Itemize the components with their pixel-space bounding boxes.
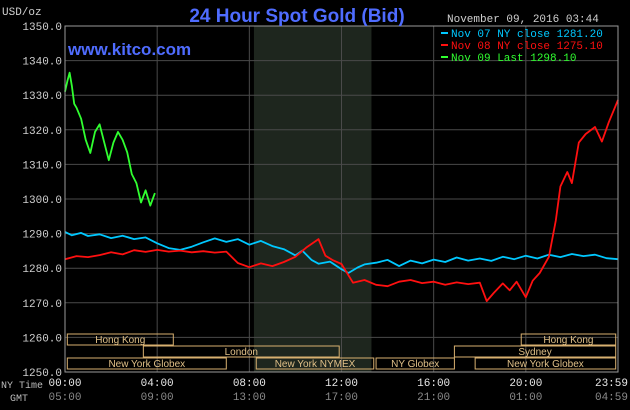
y-tick-label: 1250.0 — [22, 368, 62, 380]
x-axis-ticks: 00:00 05:00 04:00 09:00 08:00 13:00 12:00 17:00… — [48, 378, 628, 404]
series-line-0 — [64, 231, 619, 274]
plot-frame — [64, 25, 619, 373]
session-label: New York Globex — [507, 359, 584, 370]
y-tick-label: 1300.0 — [22, 195, 62, 207]
y-tick-label: 1270.0 — [22, 299, 62, 311]
x-tick-label-gmt: 21:00 — [417, 392, 450, 404]
session-label: Hong Kong — [95, 335, 145, 346]
x-tick-label-ny: 23:59 — [595, 378, 628, 390]
y-tick-label: 1280.0 — [22, 264, 62, 276]
y-axis-unit-label: USD/oz — [2, 7, 42, 19]
session-label: London — [225, 347, 258, 358]
session-label: NY Globex — [391, 359, 439, 370]
x-tick-label-ny: 08:00 — [233, 378, 266, 390]
session-box — [66, 333, 174, 346]
x-tick-label-gmt: 13:00 — [233, 392, 266, 404]
session-box — [520, 333, 617, 346]
y-tick-label: 1260.0 — [22, 333, 62, 345]
x-tick-label-gmt: 05:00 — [48, 392, 81, 404]
x-tick-label-gmt: 01:00 — [509, 392, 542, 404]
price-series — [64, 71, 619, 303]
x-tick-label-gmt: 04:59 — [595, 392, 628, 404]
legend-entry: Nov 07 NY close 1281.20 — [451, 29, 603, 41]
y-tick-label: 1330.0 — [22, 91, 62, 103]
y-tick-label: 1310.0 — [22, 160, 62, 172]
gmt-axis-label: GMT — [10, 394, 28, 405]
x-tick-label-gmt: 17:00 — [325, 392, 358, 404]
session-label: New York NYMEX — [275, 359, 356, 370]
x-tick-label-ny: 16:00 — [417, 378, 450, 390]
session-box — [474, 357, 617, 370]
session-label: Hong Kong — [543, 335, 593, 346]
x-tick-label-ny: 04:00 — [141, 378, 174, 390]
watermark-url: www.kitco.com — [67, 40, 191, 59]
y-axis-ticks: 1350.0 1340.0 1330.0 1320.0 1310.0 1300.0 1290… — [22, 22, 62, 380]
session-box — [66, 357, 227, 370]
x-tick-label-ny: 20:00 — [509, 378, 542, 390]
session-label: Sydney — [518, 347, 551, 358]
y-tick-label: 1340.0 — [22, 57, 62, 69]
legend-entry: Nov 08 NY close 1275.10 — [451, 41, 603, 53]
chart-title: 24 Hour Spot Gold (Bid) — [189, 6, 404, 27]
session-box — [375, 357, 455, 370]
series-line-2 — [64, 71, 156, 207]
session-box — [255, 357, 375, 370]
legend-entry: Nov 09 Last 1298.10 — [451, 53, 576, 65]
timestamp: November 09, 2016 03:44 — [447, 14, 599, 26]
series-line-1 — [64, 99, 619, 303]
y-tick-label: 1320.0 — [22, 126, 62, 138]
ny-time-axis-label: NY Time — [1, 380, 43, 392]
session-box — [142, 345, 340, 358]
session-box — [453, 345, 617, 358]
x-tick-label-ny: 00:00 — [48, 378, 81, 390]
y-tick-label: 1290.0 — [22, 230, 62, 242]
y-tick-label: 1350.0 — [22, 22, 62, 34]
x-tick-label-gmt: 09:00 — [141, 392, 174, 404]
x-tick-label-ny: 12:00 — [325, 378, 358, 390]
session-label: New York Globex — [108, 359, 185, 370]
